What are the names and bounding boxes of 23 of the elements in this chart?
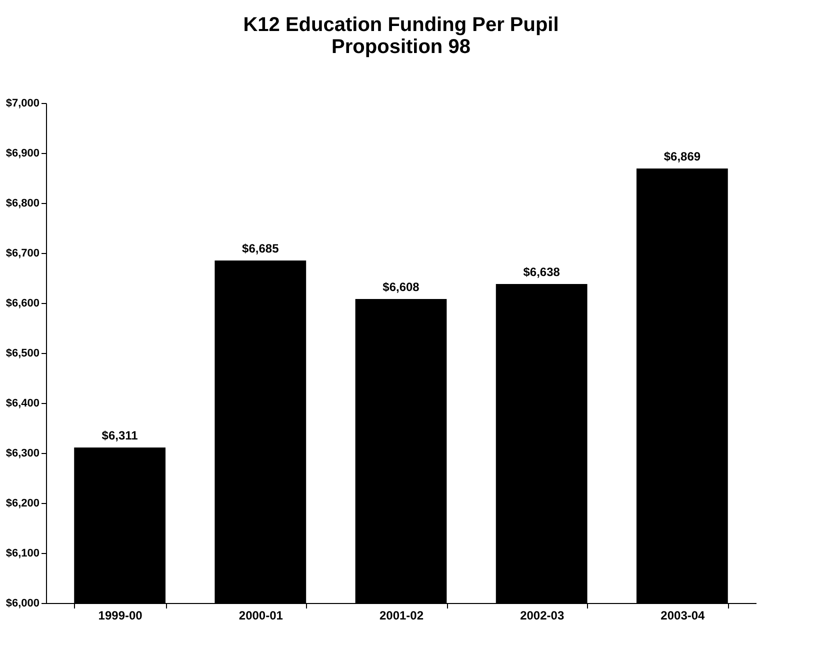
y-tick-label: $7,000 [6, 98, 40, 110]
x-tick-label: 2002-03 [520, 608, 564, 622]
y-tick-label: $6,500 [6, 348, 40, 360]
y-tick-label: $6,600 [6, 298, 40, 310]
data-label: $6,685 [242, 242, 280, 256]
chart-title: K12 Education Funding Per Pupil [243, 14, 559, 36]
x-tick-label: 2000-01 [238, 608, 284, 622]
y-tick-label: $6,300 [6, 448, 40, 460]
y-tick-label: $6,200 [6, 498, 40, 510]
y-tick-label: $6,000 [6, 598, 40, 610]
data-label: $6,311 [102, 428, 138, 442]
chart-subtitle: Proposition 98 [332, 36, 470, 58]
y-tick-label: $6,900 [6, 148, 40, 160]
data-label: $6,869 [664, 150, 701, 164]
y-tick-label: $6,700 [6, 248, 40, 260]
y-tick-label: $6,800 [6, 198, 40, 210]
y-tick-label: $6,100 [6, 548, 40, 560]
y-tick-label: $6,400 [6, 398, 40, 410]
x-tick-label: 2001-02 [379, 608, 424, 622]
data-label: $6,608 [382, 280, 420, 294]
data-label: $6,638 [523, 265, 560, 279]
x-tick-label: 1999-00 [98, 608, 143, 622]
x-tick-label: 2003-04 [660, 608, 706, 622]
